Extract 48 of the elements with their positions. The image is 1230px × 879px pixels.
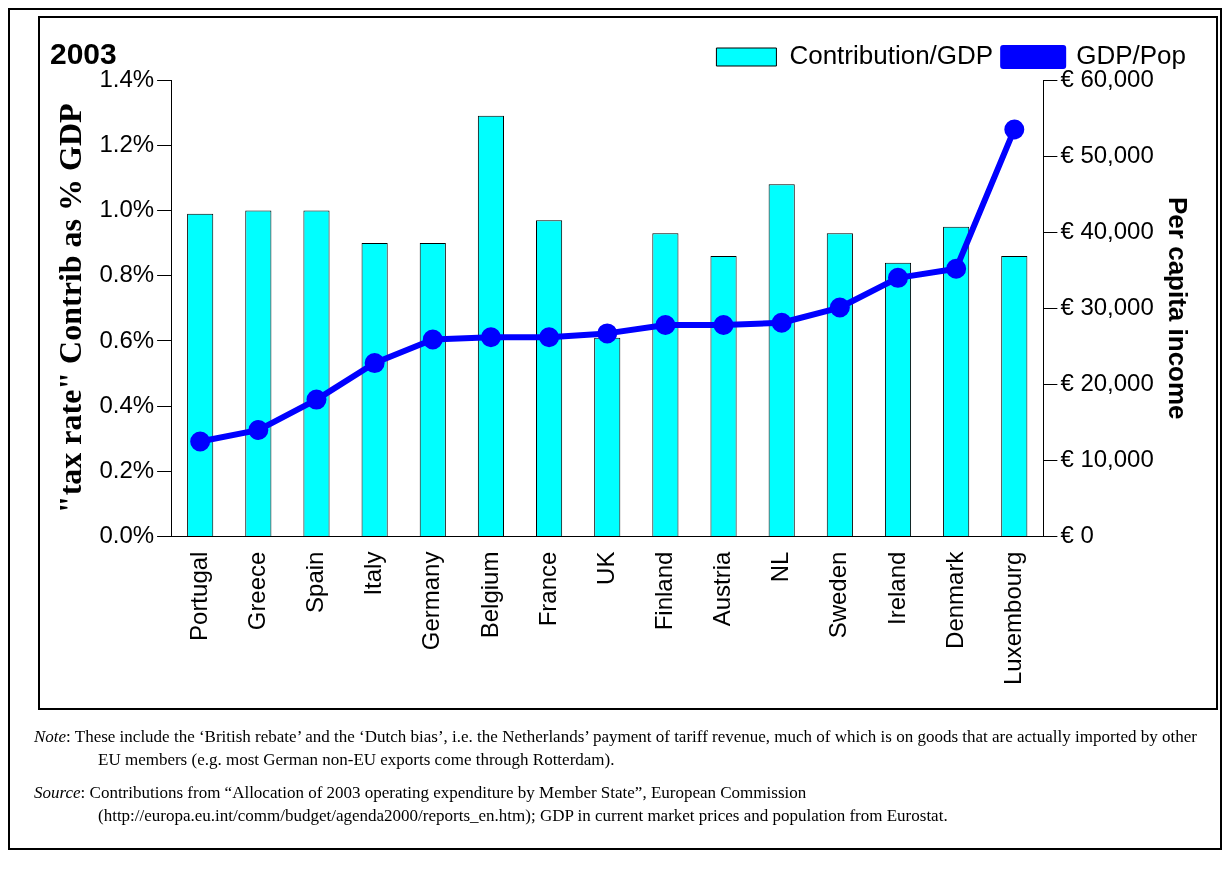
legend-label: Contribution/GDP	[789, 40, 994, 71]
point	[888, 267, 908, 288]
point	[946, 258, 967, 279]
y-tick-label: 1.0%	[99, 195, 155, 223]
y-tick-label: 0.6%	[99, 325, 155, 353]
y2-tick-label: € 50,000	[1060, 140, 1154, 168]
point	[655, 315, 676, 336]
x-tick-label: Spain	[301, 551, 329, 613]
x-tick-label: Denmark	[940, 550, 968, 649]
x-tick-label: Italy	[359, 551, 387, 596]
x-tick-label: Belgium	[475, 551, 503, 639]
source-note: Source: Contributions from “Allocation of 2003 operating expenditure by Member State”, European Commission (http://europa.eu.int/comm/budget/agenda2000/reports_en.htm); GDP in current market prices and population from Eurostat.	[34, 782, 948, 825]
point	[364, 353, 385, 374]
y2-tick-label: € 0	[1060, 521, 1094, 549]
y2-tick-label: € 20,000	[1060, 369, 1154, 397]
x-tick-label: NL	[766, 551, 794, 583]
text: Note: These include the ‘British rebate’ and the ‘Dutch bias’, i.e. the Netherlands’ payment of tariff revenue, much of which is on goods that are actually imported by other EU members (e.g. most German non-EU exports come through Rotterdam).	[34, 727, 1197, 769]
y2-tick-label: € 10,000	[1060, 445, 1154, 473]
point	[539, 327, 560, 348]
x-tick-label: Luxembourg	[998, 551, 1026, 685]
y-tick-label: 0.0%	[99, 521, 155, 549]
x-tick-label: Greece	[242, 551, 270, 631]
point	[829, 297, 850, 318]
point	[190, 431, 211, 452]
point	[1004, 119, 1025, 140]
point	[480, 327, 501, 348]
y2-axis-title: Per capita income	[1163, 197, 1194, 420]
x-tick-label: Finland	[650, 551, 678, 631]
y2-tick-label: € 30,000	[1060, 292, 1154, 320]
x-tick-label: France	[533, 551, 561, 627]
point	[248, 420, 269, 441]
x-tick-label: UK	[591, 551, 619, 585]
y-tick-label: 0.2%	[99, 455, 155, 483]
point	[422, 329, 443, 350]
point	[713, 315, 734, 336]
y-tick-label: 0.8%	[99, 260, 155, 288]
x-tick-label: Sweden	[824, 551, 852, 639]
point	[306, 389, 327, 410]
point	[597, 323, 618, 344]
x-tick-label: Portugal	[184, 551, 212, 641]
x-tick-label: Austria	[708, 550, 736, 627]
y-tick-label: 1.2%	[99, 129, 155, 157]
y-axis-title: "tax rate" Contrib as % GDP	[52, 103, 89, 514]
x-tick-label: Ireland	[882, 551, 910, 625]
y2-tick-label: € 40,000	[1060, 216, 1154, 244]
point	[771, 312, 792, 333]
x-tick-label: Germany	[417, 551, 445, 651]
y-tick-label: 0.4%	[99, 390, 155, 418]
